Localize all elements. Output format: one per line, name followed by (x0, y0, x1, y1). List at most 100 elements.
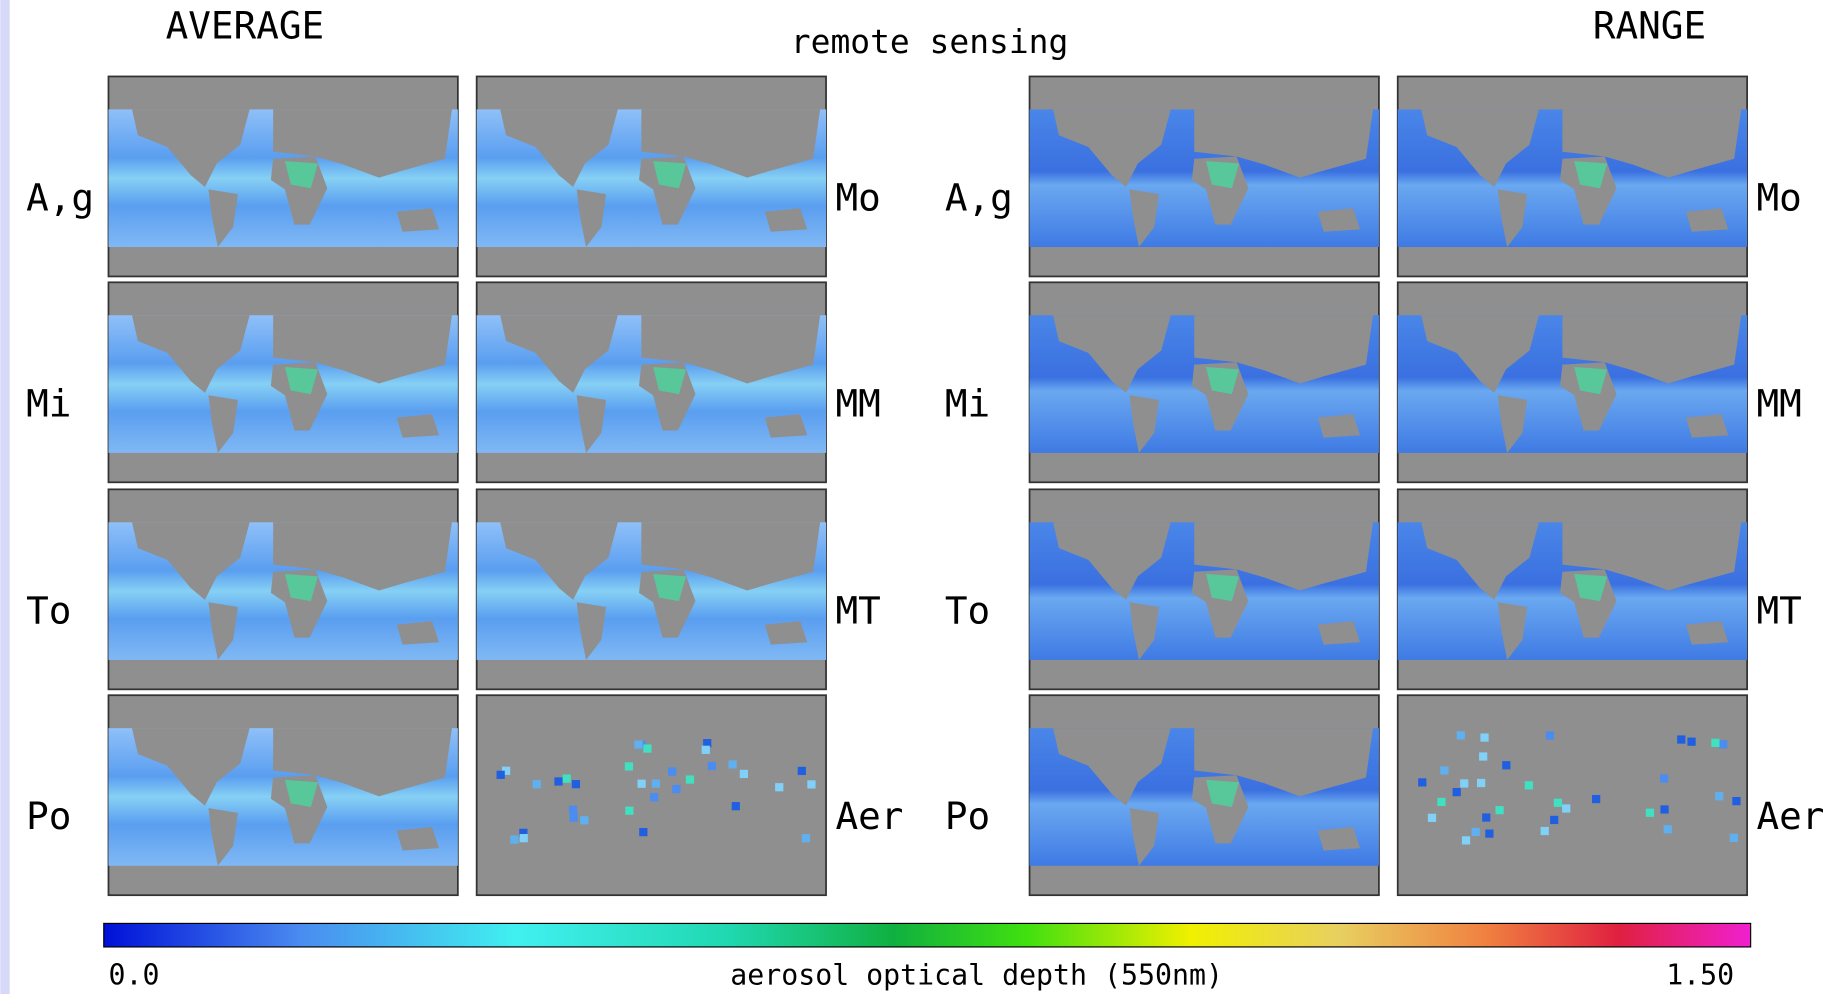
aerosol-site (1541, 827, 1549, 835)
row-label: To (945, 588, 990, 632)
aerosol-site (672, 785, 680, 793)
aerosol-site (1664, 825, 1672, 833)
page: AVERAGE remote sensing RANGE 0.0 aerosol… (0, 0, 1845, 994)
map-panel (108, 695, 457, 895)
aerosol-site (702, 746, 710, 754)
row-label: MM (1757, 381, 1802, 425)
map-panel (477, 76, 826, 276)
aerosol-site (1418, 778, 1426, 786)
colorbar-max: 1.50 (1666, 958, 1734, 991)
aerosol-site (637, 780, 645, 788)
aerosol-site (668, 767, 676, 775)
map-panel (108, 76, 457, 276)
aerosol-site (569, 806, 577, 814)
row-label: A,g (945, 175, 1013, 219)
aerosol-site (520, 834, 528, 842)
aerosol-site (652, 780, 660, 788)
row-label: Mo (835, 175, 880, 219)
map-panel (1030, 76, 1379, 276)
aerosol-site (572, 780, 580, 788)
left-title: AVERAGE (166, 4, 325, 48)
aerosol-site (740, 770, 748, 778)
edge-strip (0, 0, 9, 994)
aerosol-site (1677, 735, 1685, 743)
map-panel (108, 282, 457, 482)
aerosol-site (1715, 792, 1723, 800)
aerosol-site (580, 816, 588, 824)
map-panel (477, 695, 826, 895)
aerosol-site (643, 744, 651, 752)
row-label: Po (26, 794, 71, 838)
aerosol-site (1687, 738, 1695, 746)
map-panel (477, 489, 826, 689)
aerosol-site (732, 802, 740, 810)
aerosol-site (554, 777, 562, 785)
row-label: MM (835, 381, 880, 425)
aerosol-site (1472, 828, 1480, 836)
aerosol-site (1462, 836, 1470, 844)
row-label: Mi (26, 381, 71, 425)
row-label: Po (945, 794, 990, 838)
aerosol-site (1502, 761, 1510, 769)
map-panel (1398, 282, 1747, 482)
figure: AVERAGE remote sensing RANGE 0.0 aerosol… (0, 0, 1845, 994)
aerosol-site (1428, 814, 1436, 822)
map-panel (1030, 282, 1379, 482)
row-label: Mo (1757, 175, 1802, 219)
aerosol-site (1554, 799, 1562, 807)
center-title: remote sensing (791, 22, 1068, 61)
map-panel (1030, 695, 1379, 895)
aerosol-site (1660, 774, 1668, 782)
aerosol-site (650, 793, 658, 801)
aerosol-site (625, 762, 633, 770)
map-panel (108, 489, 457, 689)
map-panels (108, 76, 1747, 895)
aerosol-site (1453, 788, 1461, 796)
panel-bg (1398, 695, 1747, 895)
aerosol-site (686, 775, 694, 783)
aerosol-site (1479, 752, 1487, 760)
row-label: Aer (835, 794, 903, 838)
row-label: A,g (26, 175, 94, 219)
map-panel (1398, 489, 1747, 689)
aerosol-site (1485, 829, 1493, 837)
aerosol-site (510, 835, 518, 843)
aerosol-site (1477, 779, 1485, 787)
aerosol-site (569, 814, 577, 822)
map-panel (1030, 489, 1379, 689)
aerosol-site (775, 783, 783, 791)
aerosol-site (1495, 806, 1503, 814)
aerosol-site (1437, 798, 1445, 806)
aerosol-site (728, 760, 736, 768)
aerosol-site (634, 740, 642, 748)
map-panel (1398, 76, 1747, 276)
aerosol-site (625, 807, 633, 815)
aerosol-site (1592, 795, 1600, 803)
aerosol-site (1546, 731, 1554, 739)
aerosol-site (708, 762, 716, 770)
aerosol-site (1482, 813, 1490, 821)
aerosol-site (1646, 809, 1654, 817)
colorbar-title: aerosol optical depth (550nm) (730, 958, 1223, 991)
aerosol-site (1562, 804, 1570, 812)
aerosol-site (1732, 797, 1740, 805)
aerosol-site (1460, 779, 1468, 787)
aerosol-site (497, 771, 505, 779)
aerosol-site (1440, 766, 1448, 774)
row-label: To (26, 588, 71, 632)
map-panel (1398, 695, 1747, 895)
aerosol-site (798, 767, 806, 775)
aerosol-site (533, 780, 541, 788)
row-label: MT (835, 588, 880, 632)
aerosol-site (807, 780, 815, 788)
aerosol-site (1550, 816, 1558, 824)
colorbar (104, 923, 1751, 947)
aerosol-site (1525, 781, 1533, 789)
aerosol-site (802, 834, 810, 842)
aerosol-site (1730, 834, 1738, 842)
row-label: Aer (1757, 794, 1825, 838)
right-title: RANGE (1593, 4, 1706, 48)
colorbar-min: 0.0 (108, 958, 159, 991)
row-label: Mi (945, 381, 990, 425)
aerosol-site (1711, 739, 1719, 747)
